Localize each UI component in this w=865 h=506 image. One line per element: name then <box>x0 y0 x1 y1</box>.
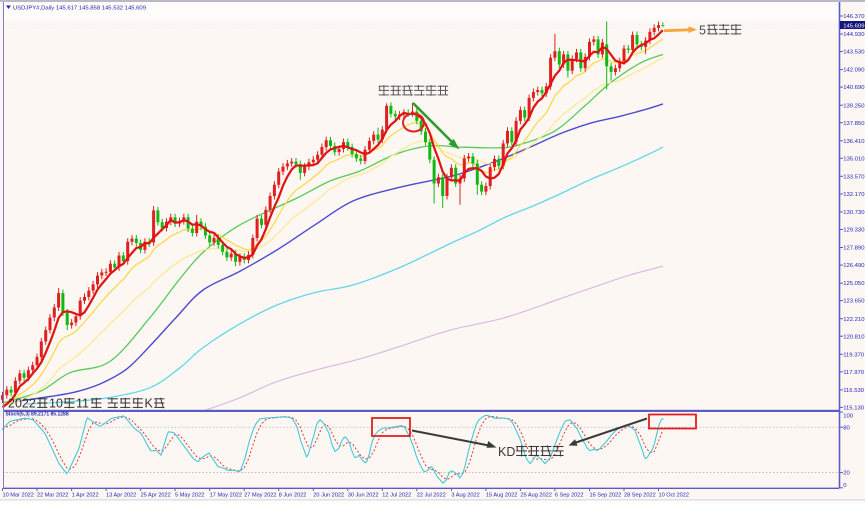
svg-text:123.650: 123.650 <box>843 299 865 305</box>
svg-text:22 Jul 2022: 22 Jul 2022 <box>417 492 446 498</box>
svg-text:115.130: 115.130 <box>843 406 865 412</box>
svg-text:140.690: 140.690 <box>843 85 865 91</box>
svg-text:27 May 2022: 27 May 2022 <box>244 492 276 498</box>
svg-text:17 May 2022: 17 May 2022 <box>210 492 242 498</box>
svg-text:8 Jun 2022: 8 Jun 2022 <box>279 492 307 498</box>
svg-text:11: 11 <box>76 397 89 411</box>
svg-text:25 Apr 2022: 25 Apr 2022 <box>141 492 171 498</box>
svg-text:142.090: 142.090 <box>843 68 865 74</box>
svg-text:80: 80 <box>843 425 850 431</box>
svg-text:16 Sep 2022: 16 Sep 2022 <box>590 492 622 498</box>
svg-text:127.890: 127.890 <box>843 246 865 252</box>
svg-text:Stoch(5,3) 89.2171 85.1288: Stoch(5,3) 89.2171 85.1288 <box>6 411 69 417</box>
svg-text:145.609: 145.609 <box>843 23 864 29</box>
svg-text:10: 10 <box>49 397 63 411</box>
svg-text:125.050: 125.050 <box>843 281 865 287</box>
svg-text:5: 5 <box>699 24 706 38</box>
svg-text:136.410: 136.410 <box>843 139 865 145</box>
svg-text:2022: 2022 <box>8 397 36 411</box>
svg-text:133.570: 133.570 <box>843 174 865 180</box>
svg-text:120.810: 120.810 <box>843 334 865 340</box>
svg-text:116.530: 116.530 <box>843 388 865 394</box>
svg-text:0: 0 <box>843 483 847 489</box>
svg-text:122.210: 122.210 <box>843 317 865 323</box>
svg-text:28 Sep 2022: 28 Sep 2022 <box>624 492 656 498</box>
svg-text:10 Mar 2022: 10 Mar 2022 <box>3 492 34 498</box>
svg-text:25 Aug 2022: 25 Aug 2022 <box>520 492 551 498</box>
svg-text:20 Jun 2022: 20 Jun 2022 <box>313 492 344 498</box>
svg-text:USDJPY#,Daily 145.617 145.858: USDJPY#,Daily 145.617 145.858 145.532 14… <box>13 6 146 12</box>
svg-text:22 Mar 2022: 22 Mar 2022 <box>37 492 68 498</box>
svg-text:12 Jul 2022: 12 Jul 2022 <box>382 492 411 498</box>
svg-text:129.330: 129.330 <box>843 228 865 234</box>
svg-text:1 Apr 2022: 1 Apr 2022 <box>72 492 99 498</box>
svg-text:143.530: 143.530 <box>843 50 865 56</box>
svg-text:30 Jun 2022: 30 Jun 2022 <box>348 492 379 498</box>
svg-text:135.010: 135.010 <box>843 156 865 162</box>
svg-text:117.970: 117.970 <box>843 370 865 376</box>
svg-text:10 Oct 2022: 10 Oct 2022 <box>659 492 689 498</box>
svg-text:132.170: 132.170 <box>843 192 865 198</box>
svg-text:126.490: 126.490 <box>843 263 865 269</box>
svg-text:3 Aug 2022: 3 Aug 2022 <box>451 492 479 498</box>
svg-text:119.370: 119.370 <box>843 352 865 358</box>
svg-text:139.250: 139.250 <box>843 103 865 109</box>
svg-text:144.930: 144.930 <box>843 32 865 38</box>
svg-text:100: 100 <box>843 414 854 420</box>
svg-text:15 Aug 2022: 15 Aug 2022 <box>486 492 517 498</box>
svg-text:6 Sep 2022: 6 Sep 2022 <box>555 492 584 498</box>
svg-text:K: K <box>145 397 154 411</box>
svg-text:146.370: 146.370 <box>843 14 865 20</box>
svg-text:20: 20 <box>843 471 850 477</box>
svg-text:5 May 2022: 5 May 2022 <box>175 492 204 498</box>
svg-text:137.850: 137.850 <box>843 121 865 127</box>
svg-text:13 Apr 2022: 13 Apr 2022 <box>106 492 136 498</box>
svg-text:130.730: 130.730 <box>843 210 865 216</box>
svg-text:KD: KD <box>498 445 515 459</box>
